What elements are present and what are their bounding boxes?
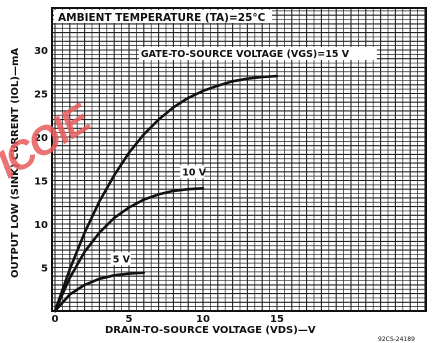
x-tick-label: 0 [52, 314, 59, 325]
x-tick-label: 5 [126, 314, 133, 325]
x-tick-labels: 0 5 10 15 [52, 314, 284, 325]
series-label-2: 5 V [113, 254, 131, 265]
title-background [54, 10, 272, 23]
x-tick-label: 10 [196, 314, 210, 325]
series-curve-1 [53, 187, 205, 313]
chart-title: AMBIENT TEMPERATURE (TA)=25°C [58, 12, 266, 24]
figure-code: 92CS-24189 [378, 336, 415, 343]
y-tick-labels: 5 10 15 20 25 30 [34, 46, 48, 275]
series-label-0: GATE-TO-SOURCE VOLTAGE (VGS)=15 V [141, 49, 350, 60]
y-axis-label: OUTPUT LOW (SINK) CURRENT (IOL)—mA [10, 48, 21, 278]
y-tick-label: 5 [41, 264, 48, 275]
series-curve-2 [53, 271, 146, 313]
y-tick-label: 25 [34, 90, 48, 101]
series-labels: GATE-TO-SOURCE VOLTAGE (VGS)=15 V 10 V 5 V [110, 46, 377, 266]
y-tick-label: 10 [34, 220, 48, 231]
series-label-background [180, 165, 205, 179]
plot-frame [51, 7, 427, 312]
series-label-background [138, 46, 377, 60]
chart-series [53, 74, 279, 313]
y-tick-label: 30 [34, 46, 48, 57]
series-label-1: 10 V [182, 167, 207, 178]
series-curve-0 [53, 74, 279, 313]
series-label-background [110, 252, 131, 266]
y-tick-label: 20 [34, 133, 48, 144]
y-tick-label: 15 [34, 177, 48, 188]
x-axis-label: DRAIN-TO-SOURCE VOLTAGE (VDS)—V [105, 325, 316, 336]
x-tick-label: 15 [270, 314, 284, 325]
